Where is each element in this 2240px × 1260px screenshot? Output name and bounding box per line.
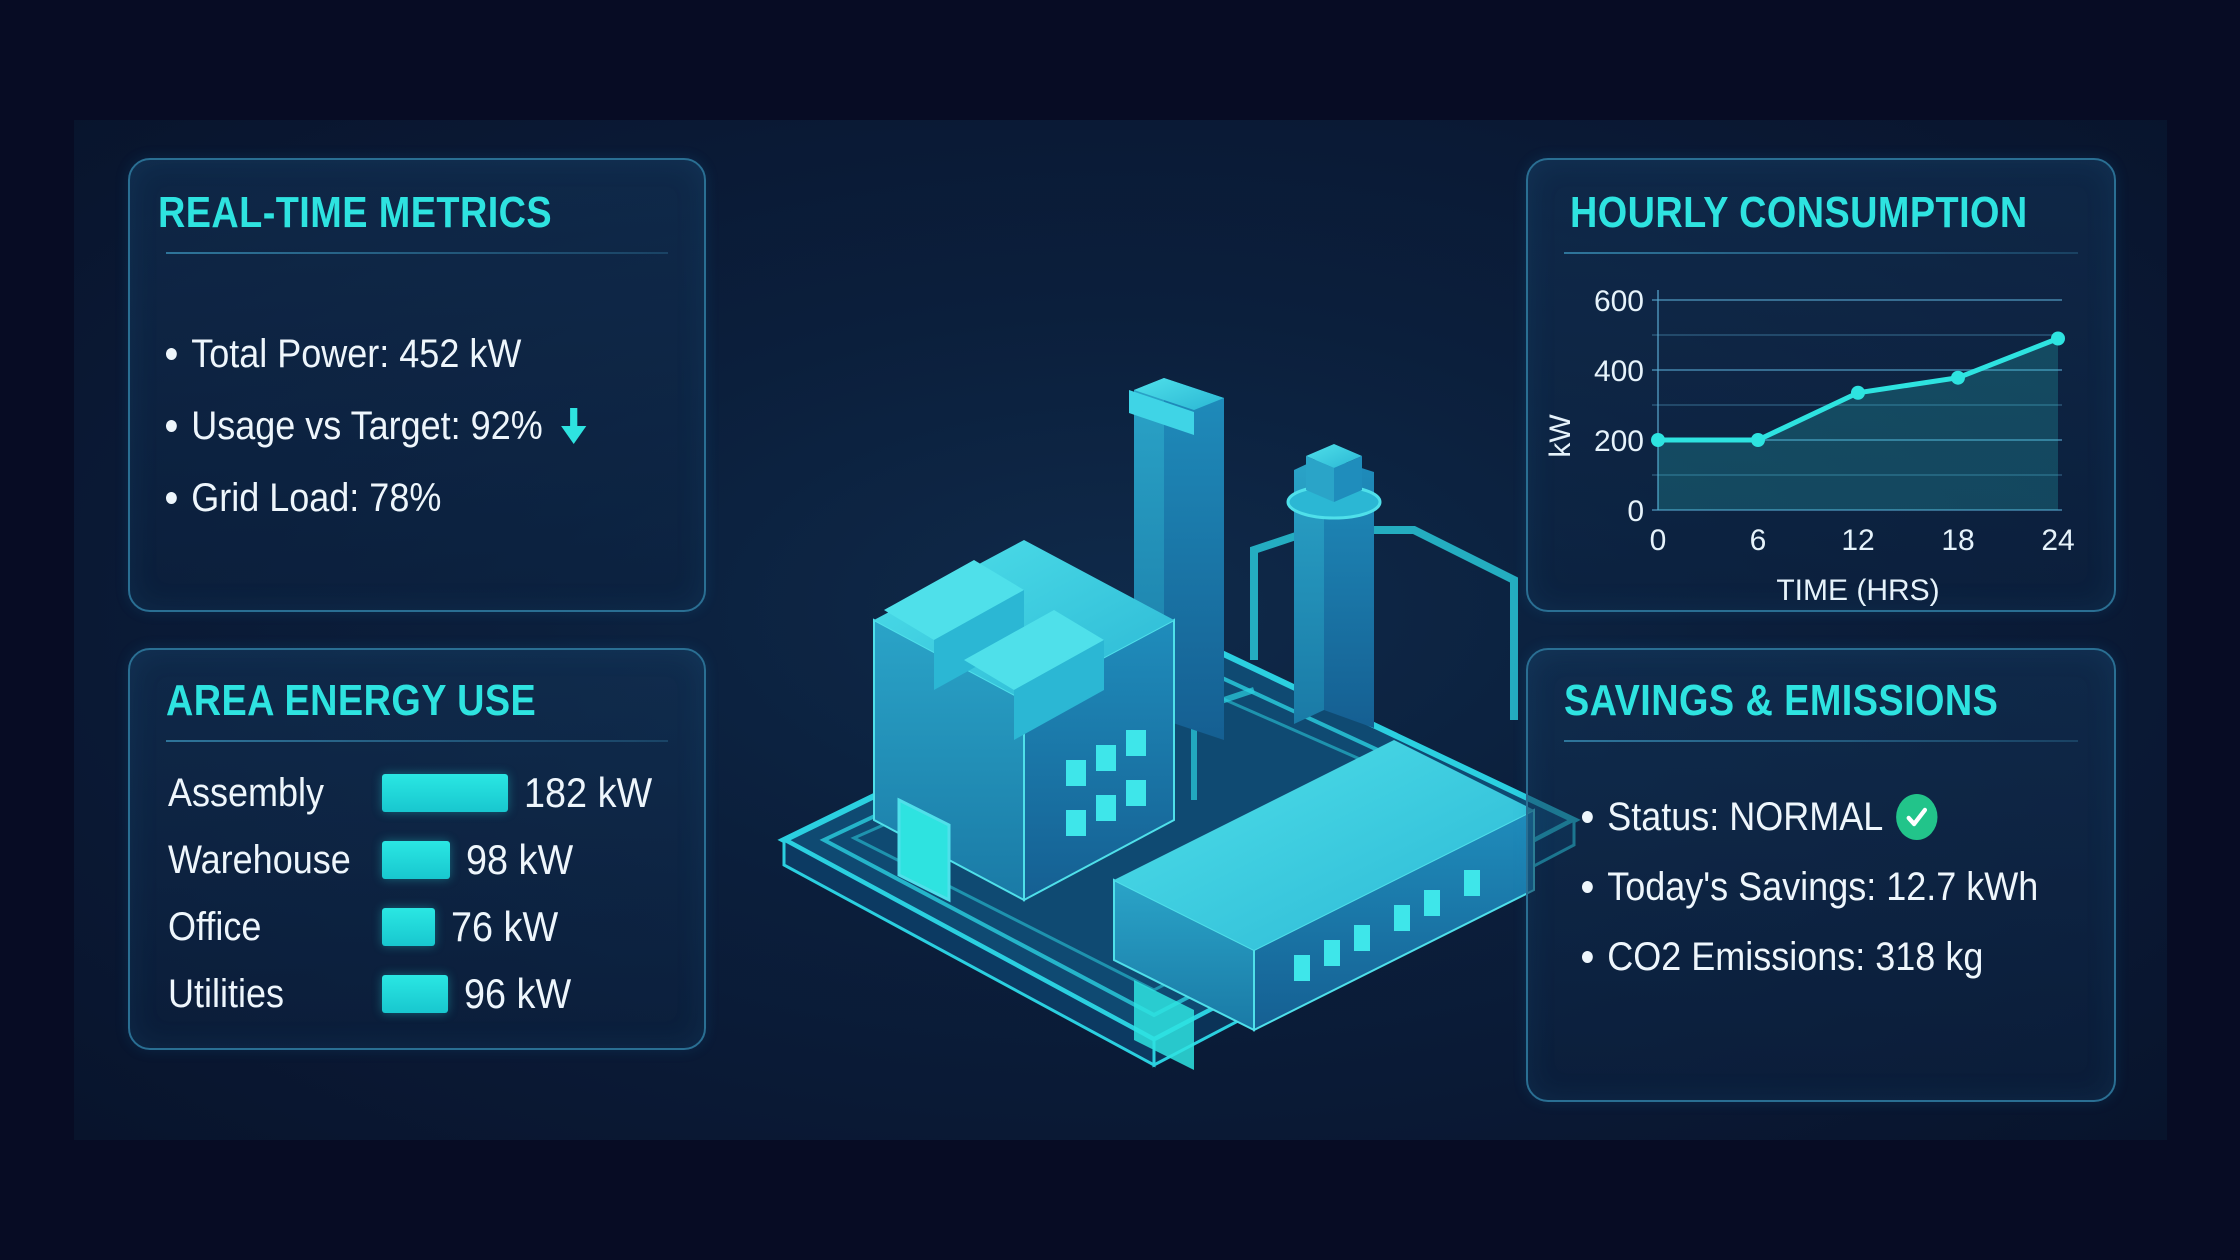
grid-load-text: Grid Load: 78% <box>191 475 442 520</box>
series-points <box>1651 331 2065 447</box>
status-text: Status: NORMAL <box>1607 794 1884 839</box>
todays-savings-text: Today's Savings: 12.7 kWh <box>1607 864 2039 909</box>
list-item: Grid Load: 78% <box>166 462 590 534</box>
area-energy-panel: AREA ENERGY USE Assembly 182 kW Warehouse 9… <box>128 648 706 1050</box>
list-item: Total Power: 452 kW <box>166 318 590 390</box>
area-value: 98 kW <box>466 836 574 883</box>
panel-title: HOURLY CONSUMPTION <box>1570 188 2028 237</box>
metrics-list: Total Power: 452 kW Usage vs Target: 92%… <box>166 318 637 534</box>
bullet-dot <box>166 348 177 360</box>
total-power-text: Total Power: 452 kW <box>191 331 522 376</box>
check-circle-icon <box>1895 794 1938 840</box>
x-tick-label: 18 <box>1941 524 1974 557</box>
list-item: CO2 Emissions: 318 kg <box>1582 922 2038 992</box>
x-tick-label: 0 <box>1650 524 1667 557</box>
data-point <box>1751 433 1765 447</box>
savings-emissions-panel: SAVINGS & EMISSIONS Status: NORMAL Today… <box>1526 648 2116 1102</box>
data-point <box>2051 331 2065 346</box>
divider <box>166 740 668 742</box>
hourly-consumption-panel: HOURLY CONSUMPTION 0 200 400 600 0 6 12 18 24 k… <box>1526 158 2116 612</box>
y-tick-label: 0 <box>1627 495 1644 528</box>
x-tick-labels: 0 6 12 18 24 <box>1650 524 2075 557</box>
y-tick-label: 400 <box>1594 355 1644 388</box>
x-tick-label: 6 <box>1750 524 1767 557</box>
data-point <box>1951 370 1965 385</box>
usage-vs-target-text: Usage vs Target: 92% <box>191 403 543 448</box>
area-value: 182 kW <box>524 769 653 816</box>
bullet-dot <box>166 492 177 504</box>
divider <box>1564 740 2078 742</box>
y-tick-label: 600 <box>1594 285 1644 318</box>
y-tick-labels: 0 200 400 600 <box>1594 285 1644 528</box>
area-bar <box>382 841 450 879</box>
x-tick-label: 24 <box>2041 524 2074 557</box>
area-value: 76 kW <box>451 903 559 950</box>
arrow-down-icon <box>557 406 589 446</box>
bullet-dot <box>1582 951 1593 963</box>
area-bar <box>382 908 435 946</box>
area-bar <box>382 975 448 1013</box>
area-label: Assembly <box>168 770 325 815</box>
dashboard-frame: REAL-TIME METRICS Total Power: 452 kW Us… <box>74 120 2167 1140</box>
area-row: Assembly 182 kW <box>168 768 666 818</box>
area-bar <box>382 774 508 812</box>
bullet-dot <box>1582 811 1593 823</box>
factory-illustration <box>777 378 1581 1070</box>
x-tick-label: 12 <box>1841 524 1874 557</box>
list-item: Status: NORMAL <box>1582 782 2038 852</box>
area-label: Warehouse <box>168 837 351 882</box>
area-row: Utilities 96 kW <box>168 969 583 1019</box>
list-item: Today's Savings: 12.7 kWh <box>1582 852 2038 922</box>
area-label: Utilities <box>168 971 285 1016</box>
panel-title: SAVINGS & EMISSIONS <box>1564 676 1999 725</box>
y-axis-label: kW <box>1544 414 1577 458</box>
area-value: 96 kW <box>464 970 572 1017</box>
area-row: Office 76 kW <box>168 902 570 952</box>
data-point <box>1851 385 1865 400</box>
bullet-dot <box>166 420 177 432</box>
panel-title: REAL-TIME METRICS <box>158 188 553 237</box>
realtime-metrics-panel: REAL-TIME METRICS Total Power: 452 kW Us… <box>128 158 706 612</box>
x-axis-label: TIME (HRS) <box>1776 574 1939 607</box>
divider <box>166 252 668 254</box>
hourly-consumption-chart: 0 200 400 600 0 6 12 18 24 kW TIME (HRS) <box>1544 285 2075 607</box>
area-label: Office <box>168 904 262 949</box>
co2-emissions-text: CO2 Emissions: 318 kg <box>1607 934 1984 979</box>
list-item: Usage vs Target: 92% <box>166 390 590 462</box>
panel-title: AREA ENERGY USE <box>166 676 537 725</box>
area-row: Warehouse 98 kW <box>168 835 585 885</box>
y-tick-label: 200 <box>1594 425 1644 458</box>
savings-list: Status: NORMAL Today's Savings: 12.7 kWh… <box>1582 782 2089 992</box>
divider <box>1564 252 2078 254</box>
bullet-dot <box>1582 881 1593 893</box>
data-point <box>1651 433 1665 447</box>
